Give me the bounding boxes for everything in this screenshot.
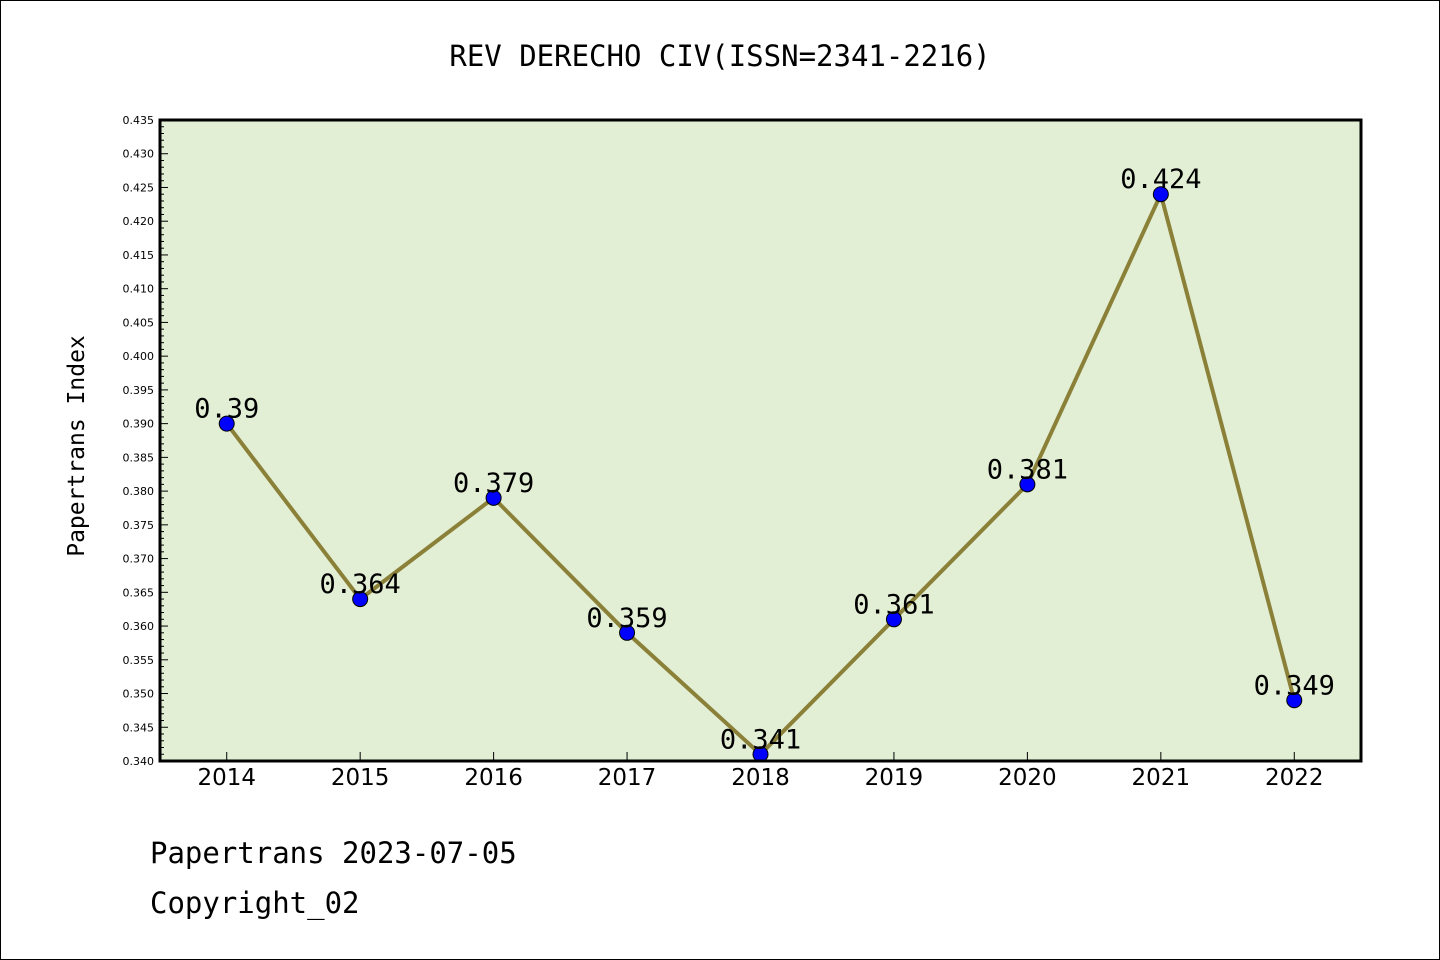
data-point (352, 591, 369, 608)
data-label: 0.424 (1120, 164, 1201, 195)
y-tick-label: 0.435 (123, 114, 155, 127)
data-label: 0.359 (586, 603, 667, 634)
plot-area (160, 120, 1361, 761)
y-tick-label: 0.405 (123, 316, 155, 329)
x-tick-label: 2021 (1132, 765, 1191, 791)
data-point (485, 489, 502, 506)
footer-copyright: Copyright_02 (150, 886, 360, 920)
y-tick-label: 0.415 (123, 249, 155, 262)
data-label: 0.341 (720, 724, 801, 755)
x-tick-label: 2019 (865, 765, 924, 791)
data-point (619, 624, 636, 641)
y-tick-label: 0.425 (123, 181, 155, 194)
data-label: 0.361 (853, 589, 934, 620)
data-label: 0.349 (1254, 670, 1335, 701)
x-tick-label: 2022 (1265, 765, 1324, 791)
y-axis-ticks: 0.340 0.345 0.350 0.355 0.360 0.365 0.370 0.375… (123, 114, 168, 768)
data-label: 0.364 (320, 569, 401, 600)
y-tick-label: 0.340 (123, 755, 155, 768)
y-tick-label: 0.355 (123, 654, 155, 667)
data-label: 0.381 (987, 454, 1068, 485)
data-point (885, 611, 902, 628)
y-tick-label: 0.430 (123, 148, 155, 161)
x-tick-label: 2017 (598, 765, 657, 791)
plot-border (158, 118, 1363, 763)
x-tick-label: 2016 (464, 765, 523, 791)
y-tick-label: 0.385 (123, 451, 155, 464)
series-layer: 0.39 0.364 0.379 0.359 0.341 0.361 0.381 0.424 0… (194, 164, 1335, 763)
y-tick-label: 0.395 (123, 384, 155, 397)
data-point (1152, 186, 1169, 203)
y-tick-label: 0.345 (123, 721, 155, 734)
y-tick-label: 0.390 (123, 418, 155, 431)
data-point (218, 415, 235, 432)
x-tick-label: 2014 (197, 765, 256, 791)
y-tick-label: 0.365 (123, 586, 155, 599)
data-label: 0.39 (194, 394, 259, 425)
y-tick-label: 0.420 (123, 215, 155, 228)
data-point (1286, 692, 1303, 709)
chart-title: REV DERECHO CIV(ISSN=2341-2216) (449, 39, 990, 73)
y-tick-label: 0.370 (123, 553, 155, 566)
footer-date: Papertrans 2023-07-05 (150, 836, 517, 870)
data-label: 0.379 (453, 468, 534, 499)
x-tick-label: 2020 (998, 765, 1057, 791)
y-tick-label: 0.375 (123, 519, 155, 532)
data-point (1019, 476, 1036, 493)
y-tick-label: 0.400 (123, 350, 155, 363)
y-tick-label: 0.410 (123, 283, 155, 296)
y-axis-label: Papertrans Index (64, 335, 90, 557)
x-tick-label: 2018 (731, 765, 790, 791)
y-tick-label: 0.360 (123, 620, 155, 633)
y-tick-label: 0.350 (123, 688, 155, 701)
x-tick-label: 2015 (331, 765, 390, 791)
y-tick-label: 0.380 (123, 485, 155, 498)
